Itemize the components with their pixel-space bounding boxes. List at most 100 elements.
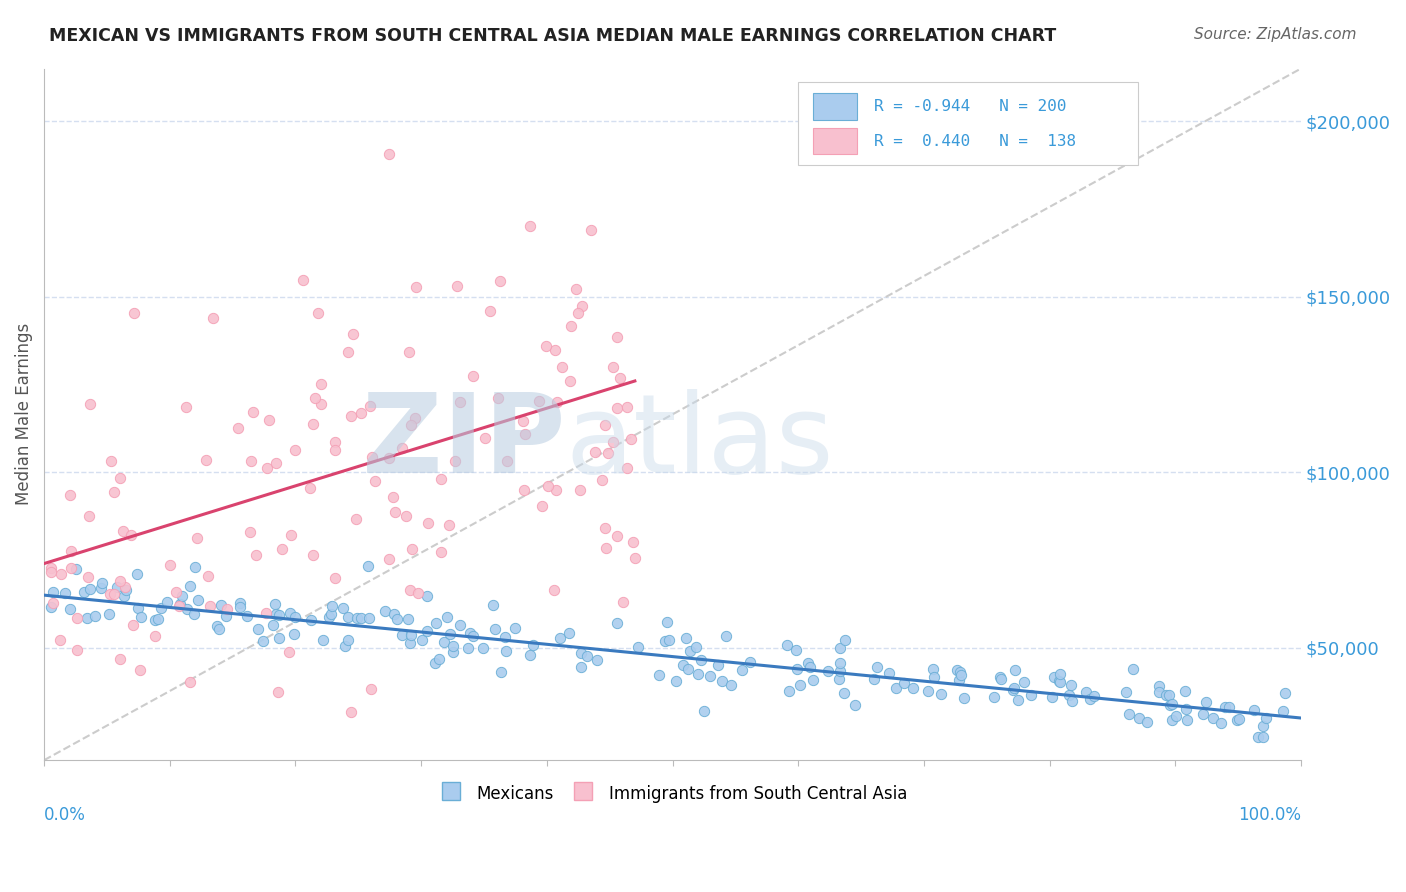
Point — [1226, 713, 1249, 727]
Point — [439, 627, 461, 641]
Point — [280, 528, 302, 542]
Text: R = -0.944   N = 200: R = -0.944 N = 200 — [873, 99, 1066, 114]
Point — [42, 585, 65, 599]
Point — [627, 640, 650, 654]
Point — [284, 443, 307, 458]
Point — [108, 471, 131, 485]
Point — [1160, 713, 1182, 727]
Point — [606, 528, 628, 542]
Point — [245, 548, 267, 562]
Point — [278, 645, 301, 659]
Point — [267, 631, 290, 645]
FancyBboxPatch shape — [799, 82, 1137, 165]
Point — [990, 672, 1012, 686]
Point — [209, 598, 232, 612]
Point — [612, 595, 634, 609]
Point — [461, 368, 484, 383]
Point — [198, 599, 221, 614]
Point — [692, 704, 714, 718]
Point — [384, 505, 406, 519]
Point — [616, 400, 638, 414]
Point — [568, 483, 591, 498]
Point — [346, 610, 368, 624]
Point — [665, 673, 688, 688]
Point — [484, 622, 506, 636]
Point — [65, 562, 87, 576]
Point — [457, 641, 479, 656]
Point — [1128, 711, 1150, 725]
Point — [862, 672, 884, 686]
Point — [59, 488, 82, 502]
Point — [59, 602, 82, 616]
Point — [437, 517, 460, 532]
Text: Source: ZipAtlas.com: Source: ZipAtlas.com — [1194, 27, 1357, 42]
Point — [988, 670, 1011, 684]
Point — [441, 645, 464, 659]
Point — [425, 615, 447, 630]
Point — [283, 626, 305, 640]
Point — [623, 551, 645, 566]
Point — [208, 622, 231, 636]
Point — [359, 399, 381, 413]
Point — [72, 584, 94, 599]
Point — [167, 599, 190, 614]
Point — [304, 391, 326, 405]
Point — [143, 628, 166, 642]
Point — [893, 675, 915, 690]
Point — [1174, 702, 1197, 716]
Point — [716, 629, 738, 643]
Point — [917, 683, 939, 698]
Point — [602, 435, 624, 450]
Point — [398, 344, 420, 359]
Point — [336, 344, 359, 359]
Text: atlas: atlas — [565, 389, 834, 495]
Point — [76, 611, 98, 625]
Point — [405, 280, 427, 294]
Point — [404, 411, 426, 425]
Point — [179, 674, 201, 689]
Point — [616, 461, 638, 475]
Point — [150, 600, 173, 615]
Point — [401, 542, 423, 557]
Point — [1174, 684, 1197, 698]
Point — [1149, 684, 1171, 698]
Point — [263, 597, 285, 611]
Point — [66, 643, 89, 657]
Point — [1043, 669, 1066, 683]
Point — [1147, 679, 1170, 693]
Point — [103, 485, 125, 500]
Point — [830, 640, 852, 655]
Point — [100, 453, 122, 467]
Point — [90, 581, 112, 595]
Point — [706, 657, 728, 672]
Point — [323, 571, 346, 585]
Point — [299, 613, 322, 627]
Text: R =  0.440   N =  138: R = 0.440 N = 138 — [873, 134, 1076, 149]
Point — [1195, 695, 1218, 709]
Point — [319, 607, 342, 622]
Point — [103, 587, 125, 601]
Point — [546, 394, 568, 409]
Point — [789, 677, 811, 691]
Point — [776, 638, 799, 652]
Point — [427, 652, 450, 666]
Point — [1060, 678, 1083, 692]
Point — [205, 618, 228, 632]
Point — [267, 608, 290, 623]
Point — [364, 474, 387, 488]
Point — [786, 661, 808, 675]
Point — [179, 579, 201, 593]
Point — [302, 548, 325, 562]
Point — [922, 669, 945, 683]
Point — [382, 607, 405, 622]
Point — [387, 612, 409, 626]
Point — [66, 611, 89, 625]
Point — [112, 590, 135, 604]
Point — [411, 632, 433, 647]
Point — [720, 678, 742, 692]
Point — [832, 686, 855, 700]
Point — [340, 409, 363, 424]
Point — [593, 521, 616, 535]
Point — [834, 632, 856, 647]
Point — [156, 595, 179, 609]
